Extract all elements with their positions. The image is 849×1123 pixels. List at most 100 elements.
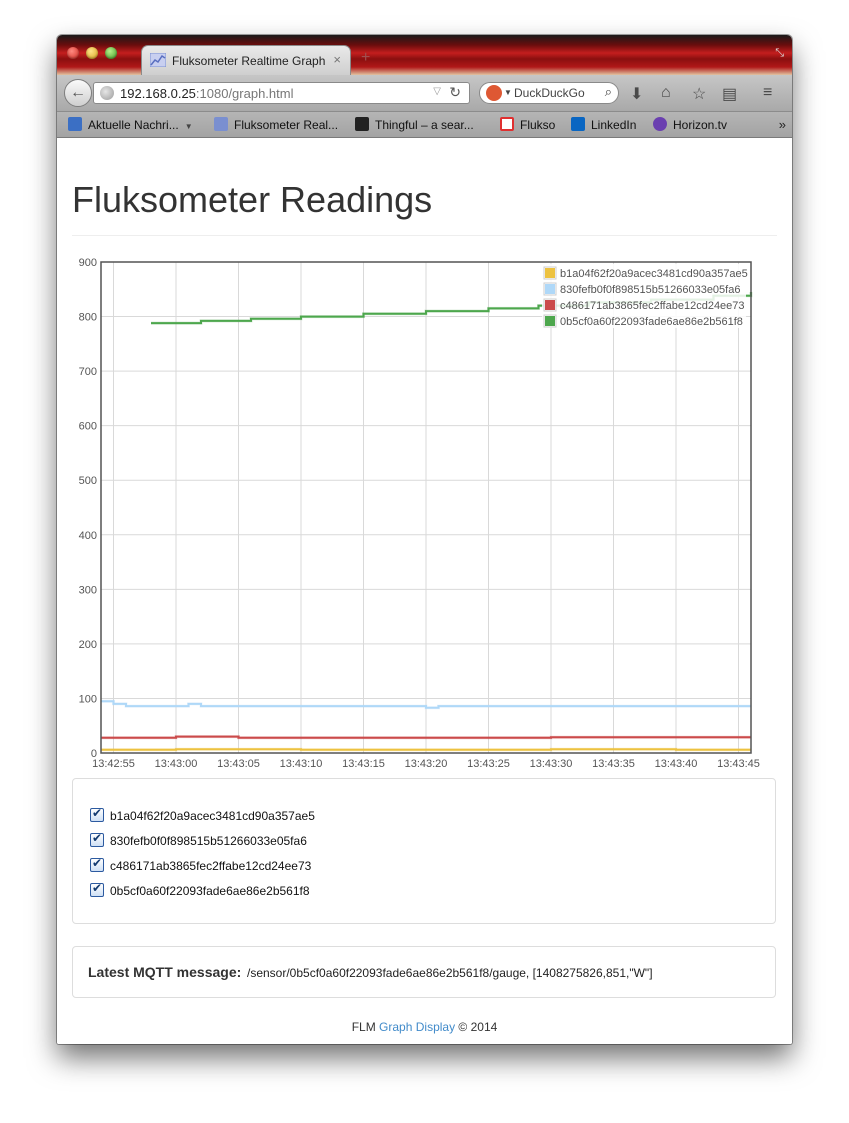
plot-border bbox=[100, 261, 752, 754]
legend-swatch bbox=[545, 268, 555, 278]
back-button[interactable]: ← bbox=[64, 79, 92, 107]
history-dropdown-icon[interactable]: ▽ bbox=[433, 86, 441, 97]
y-tick-label: 400 bbox=[79, 530, 97, 542]
x-tick-label: 13:42:55 bbox=[92, 758, 135, 770]
new-tab-button[interactable]: + bbox=[361, 49, 371, 66]
more-bookmarks-icon[interactable]: » bbox=[778, 117, 786, 132]
series-line bbox=[101, 748, 751, 751]
home-icon[interactable]: ⌂ bbox=[661, 84, 671, 101]
checkbox[interactable] bbox=[90, 856, 104, 872]
bookmark-label: Thingful – a sear... bbox=[375, 118, 474, 132]
y-tick-label: 800 bbox=[79, 312, 97, 324]
rss-icon bbox=[68, 117, 82, 131]
y-tick-label: 900 bbox=[79, 258, 97, 269]
y-tick-label: 500 bbox=[79, 475, 97, 487]
x-tick-label: 13:43:15 bbox=[342, 758, 385, 770]
chart-icon bbox=[150, 53, 166, 67]
address-bar[interactable]: 192.168.0.25:1080/graph.html ▽ ↻ bbox=[93, 82, 470, 104]
bookmarks-menu-icon[interactable]: ▤ bbox=[722, 86, 738, 103]
minimize-window-button[interactable] bbox=[86, 47, 98, 59]
reload-icon[interactable]: ↻ bbox=[449, 84, 461, 100]
search-icon[interactable]: ⌕ bbox=[604, 84, 612, 99]
globe-icon bbox=[100, 86, 114, 100]
url-host: 192.168.0.25 bbox=[120, 86, 196, 101]
x-tick-label: 13:43:45 bbox=[717, 758, 760, 770]
mqtt-panel: Latest MQTT message: /sensor/0b5cf0a60f2… bbox=[72, 946, 776, 998]
footer-suffix: © 2014 bbox=[458, 1020, 498, 1034]
series-toggle-label: b1a04f62f20a9acec3481cd90a357ae5 bbox=[110, 809, 315, 823]
mqtt-message: /sensor/0b5cf0a60f22093fade6ae86e2b561f8… bbox=[247, 966, 653, 980]
series-toggle[interactable]: c486171ab3865fec2ffabe12cd24ee73 bbox=[90, 856, 312, 873]
legend-label: 830fefb0f0f898515b51266033e05fa6 bbox=[560, 284, 740, 296]
footer-prefix: FLM bbox=[351, 1020, 376, 1034]
x-tick-label: 13:43:25 bbox=[467, 758, 510, 770]
legend-label: b1a04f62f20a9acec3481cd90a357ae5 bbox=[560, 268, 748, 280]
y-tick-label: 700 bbox=[79, 366, 97, 378]
bookmark-item[interactable]: LinkedIn bbox=[571, 117, 636, 132]
thingful-icon bbox=[355, 117, 369, 131]
series-toggle-label: 0b5cf0a60f22093fade6ae86e2b561f8 bbox=[110, 884, 310, 898]
bookmark-item[interactable]: Aktuelle Nachri... ▼ bbox=[68, 117, 193, 132]
checkbox[interactable] bbox=[90, 881, 104, 897]
duckduckgo-icon bbox=[486, 85, 502, 101]
bookmark-label: Flukso bbox=[520, 118, 556, 132]
bookmark-item[interactable]: Horizon.tv bbox=[653, 117, 727, 132]
y-tick-label: 200 bbox=[79, 639, 97, 651]
fullscreen-icon[interactable]: ⤡ bbox=[775, 47, 784, 59]
download-icon[interactable]: ⬇ bbox=[630, 86, 644, 103]
series-line bbox=[101, 735, 751, 739]
horizon-icon bbox=[653, 117, 667, 131]
checkbox[interactable] bbox=[90, 806, 104, 822]
series-toggle-panel: b1a04f62f20a9acec3481cd90a357ae5 830fefb… bbox=[72, 778, 776, 924]
browser-window: Fluksometer Realtime Graph × + ⤡ ← 192.1… bbox=[57, 35, 792, 1044]
x-tick-label: 13:43:20 bbox=[405, 758, 448, 770]
browser-tab[interactable]: Fluksometer Realtime Graph × bbox=[141, 45, 351, 75]
x-tick-label: 13:43:40 bbox=[655, 758, 698, 770]
series-toggle-label: c486171ab3865fec2ffabe12cd24ee73 bbox=[110, 859, 312, 873]
series-toggle[interactable]: 830fefb0f0f898515b51266033e05fa6 bbox=[90, 831, 307, 848]
page-title: Fluksometer Readings bbox=[72, 179, 433, 220]
bookmark-item[interactable]: Thingful – a sear... bbox=[355, 117, 474, 132]
page-content: Fluksometer Readings 0 100 200 300 400 500 600… bbox=[57, 138, 792, 1044]
bookmark-star-icon[interactable]: ☆ bbox=[692, 86, 707, 103]
close-window-button[interactable] bbox=[67, 47, 79, 59]
x-tick-label: 13:43:10 bbox=[280, 758, 323, 770]
legend-swatch bbox=[545, 316, 555, 326]
bookmarks-toolbar: Aktuelle Nachri... ▼ Fluksometer Real... … bbox=[57, 112, 792, 138]
series-toggle[interactable]: b1a04f62f20a9acec3481cd90a357ae5 bbox=[90, 806, 315, 823]
bookmark-label: Fluksometer Real... bbox=[234, 118, 339, 132]
navigation-bar: ← 192.168.0.25:1080/graph.html ▽ ↻ ▼ Duc… bbox=[57, 75, 792, 112]
search-bar[interactable]: ▼ DuckDuckGo ⌕ bbox=[479, 82, 619, 104]
flukso-icon bbox=[500, 117, 514, 131]
bookmark-item[interactable]: Fluksometer Real... bbox=[214, 117, 338, 132]
checkbox[interactable] bbox=[90, 831, 104, 847]
bookmark-label: Aktuelle Nachri... bbox=[88, 118, 179, 132]
legend-swatch bbox=[545, 284, 555, 294]
series-line bbox=[101, 700, 751, 709]
y-tick-label: 300 bbox=[79, 584, 97, 596]
mqtt-label: Latest MQTT message: bbox=[88, 964, 242, 980]
title-bar: Fluksometer Realtime Graph × + ⤡ bbox=[57, 35, 792, 75]
url-path: :1080/graph.html bbox=[195, 86, 294, 101]
legend-label: 0b5cf0a60f22093fade6ae86e2b561f8 bbox=[560, 316, 743, 328]
bookmark-label: LinkedIn bbox=[591, 118, 637, 132]
series-toggle[interactable]: 0b5cf0a60f22093fade6ae86e2b561f8 bbox=[90, 881, 310, 898]
url-text[interactable]: 192.168.0.25:1080/graph.html bbox=[120, 86, 293, 101]
footer-link[interactable]: Graph Display bbox=[379, 1020, 456, 1034]
y-tick-label: 0 bbox=[91, 748, 97, 760]
y-tick-label: 600 bbox=[79, 421, 97, 433]
x-tick-label: 13:43:35 bbox=[592, 758, 635, 770]
close-tab-icon[interactable]: × bbox=[333, 52, 341, 67]
chevron-down-icon: ▼ bbox=[184, 122, 193, 131]
zoom-window-button[interactable] bbox=[105, 47, 117, 59]
legend-label: c486171ab3865fec2ffabe12cd24ee73 bbox=[560, 300, 745, 312]
search-engine-dropdown-icon[interactable]: ▼ bbox=[504, 88, 512, 97]
footer: FLM Graph Display © 2014 bbox=[57, 1020, 792, 1034]
search-engine-name: DuckDuckGo bbox=[514, 86, 585, 100]
x-tick-label: 13:43:30 bbox=[530, 758, 573, 770]
linkedin-icon bbox=[571, 117, 585, 131]
bookmark-item[interactable]: Flukso bbox=[500, 117, 555, 132]
series-toggle-label: 830fefb0f0f898515b51266033e05fa6 bbox=[110, 834, 307, 848]
menu-icon[interactable]: ≡ bbox=[763, 84, 773, 101]
readings-chart: 0 100 200 300 400 500 600 700 800 900 13:42:55 13:4… bbox=[79, 258, 760, 770]
